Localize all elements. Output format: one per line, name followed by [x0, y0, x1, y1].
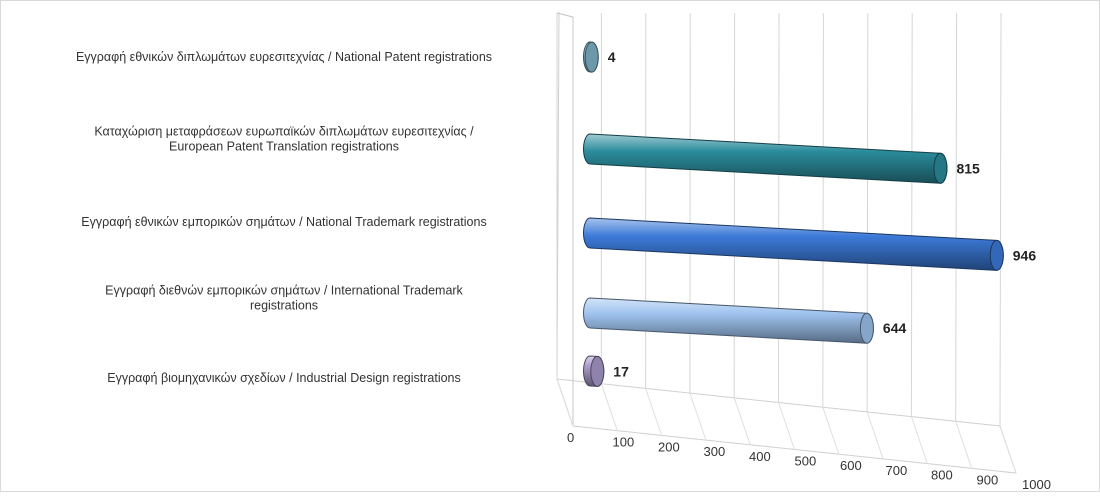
category-label: Εγγραφή βιομηχανικών σχεδίων / Industria… [107, 371, 461, 385]
bar-end-cap [591, 356, 604, 386]
x-tick-label: 900 [977, 472, 999, 487]
bar [584, 218, 1004, 270]
gridline [823, 13, 824, 407]
x-tick-label: 100 [613, 435, 635, 450]
gridline [956, 13, 957, 421]
x-tick-label: 800 [931, 468, 953, 483]
gridline [779, 13, 780, 403]
bar-end-cap [990, 240, 1003, 270]
gridline [911, 13, 912, 417]
bar-end-cap [585, 42, 598, 72]
x-tick-label: 1000 [1022, 477, 1051, 491]
data-label: 4 [608, 49, 616, 65]
data-label: 946 [1013, 247, 1037, 263]
gridline [867, 13, 868, 412]
chart-back-wall [557, 13, 573, 426]
side-wall [557, 13, 573, 426]
gridline [1000, 13, 1001, 426]
x-tick-label: 300 [704, 444, 726, 459]
category-label: Εγγραφή διεθνών εμπορικών σημάτων / Inte… [105, 284, 463, 313]
bar [584, 134, 947, 183]
bar-end-cap [934, 153, 947, 183]
category-label: Εγγραφή εθνικών διπλωμάτων ευρεσιτεχνίας… [76, 50, 492, 64]
x-tick-label: 500 [795, 454, 817, 469]
bar-end-cap [860, 313, 873, 343]
x-tick-label: 0 [567, 430, 574, 445]
bar [584, 298, 874, 343]
x-tick-label: 200 [658, 439, 680, 454]
data-label: 815 [956, 160, 980, 176]
data-label: 644 [883, 320, 907, 336]
x-tick-label: 400 [749, 449, 771, 464]
data-label: 17 [613, 363, 629, 379]
bars [584, 42, 1004, 386]
category-label: Καταχώριση μεταφράσεων ευρωπαϊκών διπλωμ… [94, 125, 474, 154]
x-tick-label: 700 [886, 463, 908, 478]
x-tick-label: 600 [840, 458, 862, 473]
category-axis-labels: Εγγραφή εθνικών διπλωμάτων ευρεσιτεχνίας… [76, 50, 492, 385]
category-label: Εγγραφή εθνικών εμπορικών σημάτων / Nati… [81, 215, 486, 229]
